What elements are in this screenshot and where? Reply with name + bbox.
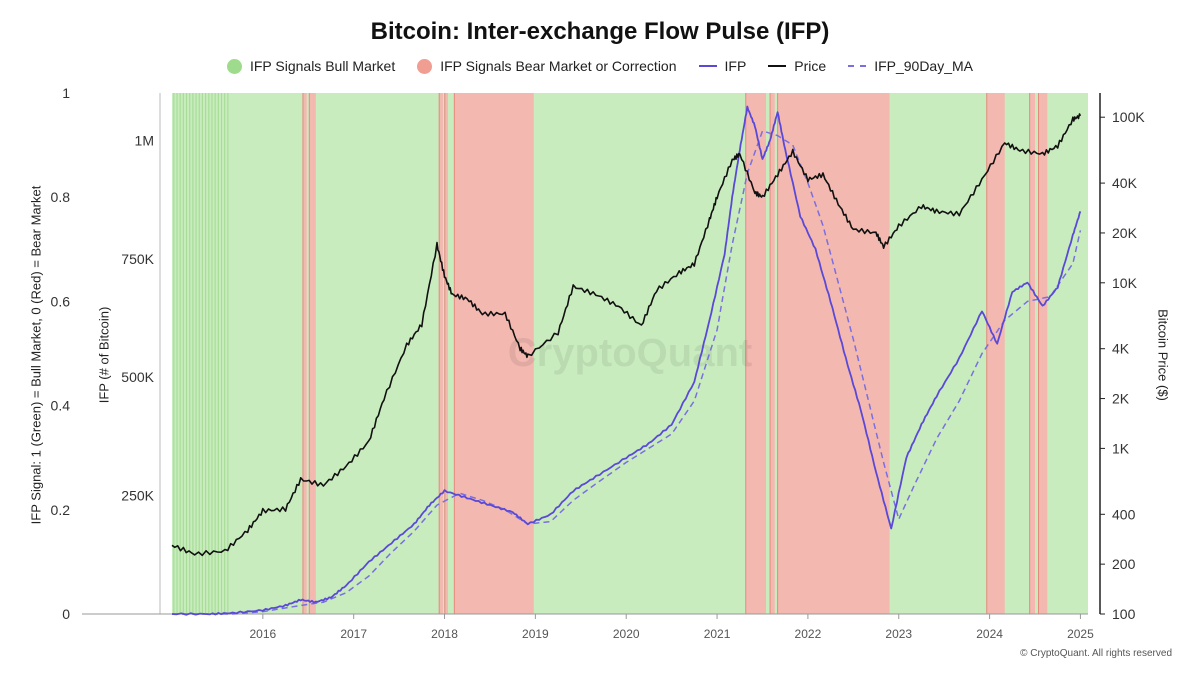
price-tick-label: 200 (1112, 556, 1136, 572)
chart-title: Bitcoin: Inter-exchange Flow Pulse (IFP) (370, 18, 830, 45)
price-line-icon (768, 65, 787, 67)
signal-tick-label: 0.8 (51, 189, 71, 205)
ifp-tick-label: 250K (121, 488, 154, 504)
bear-period (1038, 93, 1048, 614)
x-tick-label: 2016 (249, 627, 276, 641)
bear-period (745, 93, 766, 614)
bear-dot-icon (417, 58, 433, 74)
legend-ifp: IFP (698, 58, 747, 74)
legend-ma-label: IFP_90Day_MA (874, 58, 974, 74)
ifp-ma-series-line (172, 130, 1082, 615)
x-tick-label: 2022 (795, 627, 822, 641)
legend-price: Price (768, 58, 826, 74)
signal-tick-label: 0.4 (51, 398, 71, 414)
legend-ma: IFP_90Day_MA (848, 58, 973, 74)
price-tick-label: 4K (1112, 341, 1130, 357)
signal-tick-label: 0 (62, 606, 70, 622)
x-tick-label: 2019 (522, 627, 549, 641)
x-tick-label: 2025 (1067, 627, 1094, 641)
legend-bull: IFP Signals Bull Market (226, 58, 396, 74)
price-tick-label: 10K (1112, 275, 1138, 291)
signal-tick-label: 0.2 (51, 502, 71, 518)
x-tick-label: 2021 (704, 627, 731, 641)
bear-period (302, 93, 307, 614)
price-tick-label: 2K (1112, 391, 1130, 407)
legend-bear: IFP Signals Bear Market or Correction (417, 58, 677, 74)
ma-line-icon (848, 65, 867, 67)
ifp-tick-label: 1M (135, 132, 154, 148)
bear-period (444, 93, 449, 614)
bear-period (1029, 93, 1036, 614)
ifp-tick-label: 500K (121, 369, 154, 385)
x-tick-label: 2018 (431, 627, 458, 641)
x-tick-label: 2024 (976, 627, 1003, 641)
price-tick-label: 1K (1112, 440, 1130, 456)
bear-period (454, 93, 534, 614)
chart-legend: IFP Signals Bull Market IFP Signals Bear… (0, 58, 1200, 74)
legend-ifp-label: IFP (724, 58, 747, 74)
price-tick-label: 400 (1112, 506, 1136, 522)
bull-dot-icon (226, 58, 242, 74)
bear-period (770, 93, 775, 614)
x-tick-label: 2020 (613, 627, 640, 641)
bear-period (777, 93, 890, 614)
x-tick-label: 2023 (885, 627, 912, 641)
ifp-line-icon (698, 65, 717, 67)
watermark: CryptoQuant (508, 331, 752, 375)
legend-bear-label: IFP Signals Bear Market or Correction (440, 58, 677, 74)
copyright-footer: © CryptoQuant. All rights reserved (1020, 648, 1172, 659)
price-series-line (171, 113, 1082, 557)
price-tick-label: 40K (1112, 175, 1138, 191)
bull-background (172, 93, 1088, 614)
bear-period (309, 93, 316, 614)
legend-price-label: Price (794, 58, 827, 74)
ifp-series-line (171, 105, 1082, 616)
price-tick-label: 20K (1112, 225, 1138, 241)
legend-bull-label: IFP Signals Bull Market (249, 58, 396, 74)
bear-period (986, 93, 1005, 614)
x-tick-label: 2017 (340, 627, 367, 641)
signal-tick-label: 0.6 (51, 293, 71, 309)
bear-period (439, 93, 443, 614)
signal-tick-label: 1 (62, 85, 70, 101)
ifp-tick-label: 750K (121, 251, 154, 267)
price-tick-label: 100K (1112, 109, 1145, 125)
price-tick-label: 100 (1112, 606, 1136, 622)
